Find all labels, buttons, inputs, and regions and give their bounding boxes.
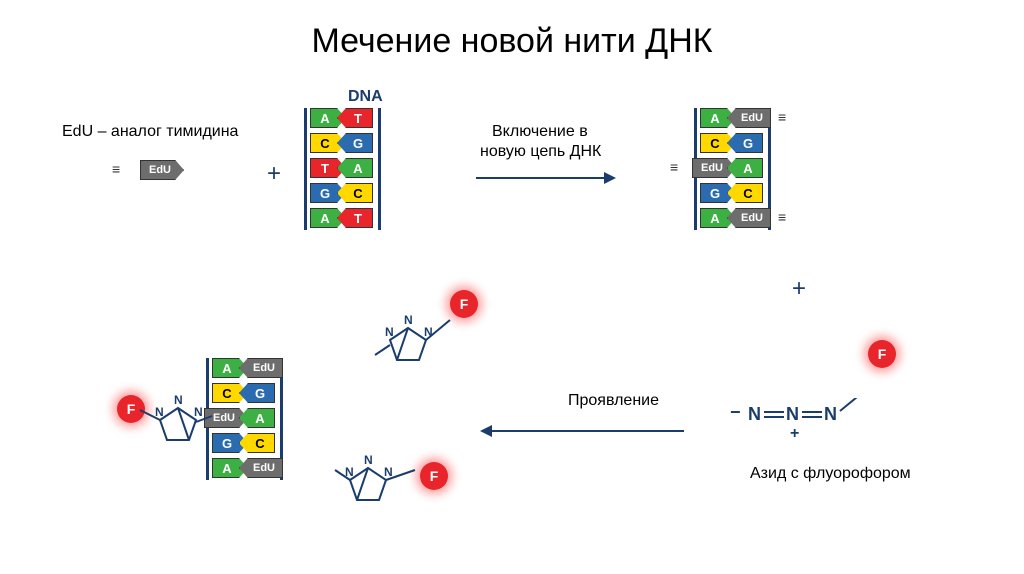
edu-standalone: ≡ EdU (140, 160, 184, 180)
svg-text:+: + (790, 425, 799, 442)
detection-label: Проявление (568, 392, 659, 410)
azide-structure: − N N + N (730, 398, 890, 463)
page-title: Мечение новой нити ДНК (0, 22, 1024, 61)
svg-text:N: N (424, 325, 433, 339)
incorp-label-1: Включение в (492, 123, 588, 141)
svg-text:N: N (364, 453, 373, 467)
svg-text:N: N (194, 405, 203, 419)
svg-text:N: N (748, 404, 761, 424)
svg-text:N: N (345, 465, 354, 479)
svg-text:N: N (174, 393, 183, 407)
svg-text:N: N (824, 404, 837, 424)
alkyne-icon: ≡ (112, 161, 118, 177)
svg-text:N: N (385, 325, 394, 339)
triazole-1: N N N (290, 300, 470, 380)
edu-base: EdU (140, 160, 184, 180)
plus-2: + (792, 275, 806, 303)
svg-text:N: N (404, 313, 413, 327)
triazole-2: N N N (130, 380, 230, 460)
edu-analog-label: EdU – аналог тимидина (62, 123, 238, 141)
plus-1: + (267, 160, 281, 188)
svg-text:N: N (384, 465, 393, 479)
svg-text:N: N (786, 404, 799, 424)
fluorophore-4: F (868, 340, 896, 368)
incorp-label-2: новую цепь ДНК (480, 143, 601, 161)
azide-fluor-label: Азид с флуорофором (750, 465, 911, 483)
dna-label: DNA (348, 88, 383, 106)
svg-text:−: − (730, 402, 741, 422)
svg-text:N: N (155, 405, 164, 419)
triazole-3: N N N (290, 440, 450, 520)
